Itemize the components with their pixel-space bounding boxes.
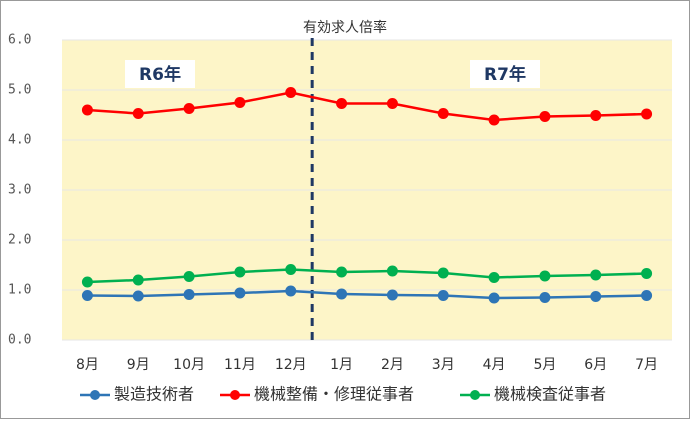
point bbox=[386, 289, 398, 301]
annotation: R7年 bbox=[484, 64, 526, 85]
point bbox=[234, 97, 246, 108]
y-tick-label: 0.0 bbox=[8, 333, 31, 348]
y-tick-label: 3.0 bbox=[8, 183, 31, 198]
point bbox=[336, 266, 348, 278]
legend-label: 機械検査従事者 bbox=[494, 385, 606, 404]
point bbox=[437, 108, 449, 119]
point bbox=[132, 290, 144, 302]
series-line bbox=[87, 268, 647, 284]
point bbox=[183, 289, 195, 300]
point bbox=[81, 104, 93, 116]
series-line bbox=[87, 289, 647, 300]
x-tick-label: 12月 bbox=[275, 357, 307, 373]
x-tick-label: 11月 bbox=[224, 357, 256, 373]
x-tick-label: 7月 bbox=[635, 357, 658, 373]
point bbox=[81, 290, 93, 301]
point bbox=[539, 292, 551, 303]
point bbox=[234, 266, 246, 278]
chart-title: 有効求人倍率 bbox=[303, 19, 387, 36]
point bbox=[81, 276, 93, 288]
y-tick-label: 4.0 bbox=[8, 133, 31, 148]
legend-label: 製造技術者 bbox=[114, 385, 194, 404]
annotation-box bbox=[125, 60, 195, 88]
point bbox=[641, 290, 653, 301]
y-tick-label: 5.0 bbox=[8, 83, 31, 98]
point bbox=[641, 108, 653, 120]
point bbox=[386, 98, 398, 109]
point bbox=[539, 111, 551, 122]
point bbox=[183, 103, 195, 114]
point bbox=[641, 268, 653, 279]
point bbox=[132, 274, 144, 286]
point bbox=[285, 264, 297, 275]
x-tick-label: 8月 bbox=[76, 357, 99, 373]
x-tick-label: 9月 bbox=[127, 357, 150, 373]
point bbox=[336, 288, 348, 300]
legend-marker bbox=[230, 390, 240, 400]
series-line bbox=[87, 91, 647, 122]
x-tick-label: 10月 bbox=[173, 357, 205, 373]
x-tick-label: 3月 bbox=[432, 357, 455, 373]
point bbox=[590, 291, 602, 302]
point bbox=[488, 272, 500, 283]
y-tick-label: 1.0 bbox=[8, 283, 31, 298]
x-tick-label: 5月 bbox=[533, 357, 556, 373]
point bbox=[183, 271, 195, 282]
point bbox=[285, 285, 297, 297]
legend-label: 機械整備・修理従事者 bbox=[254, 385, 414, 404]
point bbox=[336, 98, 348, 109]
x-tick-label: 6月 bbox=[584, 357, 607, 373]
point bbox=[386, 265, 398, 277]
x-tick-label: 1月 bbox=[330, 357, 353, 373]
point bbox=[234, 287, 246, 299]
point bbox=[590, 110, 602, 121]
legend-marker bbox=[90, 390, 100, 400]
x-tick-label: 4月 bbox=[483, 357, 506, 373]
annotation-box bbox=[470, 60, 540, 88]
y-tick-label: 6.0 bbox=[8, 33, 31, 48]
point bbox=[437, 267, 449, 279]
point bbox=[132, 108, 144, 119]
point bbox=[488, 292, 500, 304]
legend-marker bbox=[470, 390, 480, 400]
y-tick-label: 2.0 bbox=[8, 233, 31, 248]
point bbox=[539, 270, 551, 282]
point bbox=[437, 290, 449, 301]
point bbox=[590, 269, 602, 281]
annotation: R6年 bbox=[139, 64, 181, 85]
x-tick-label: 2月 bbox=[381, 357, 404, 373]
point bbox=[285, 87, 297, 98]
point bbox=[488, 114, 500, 126]
